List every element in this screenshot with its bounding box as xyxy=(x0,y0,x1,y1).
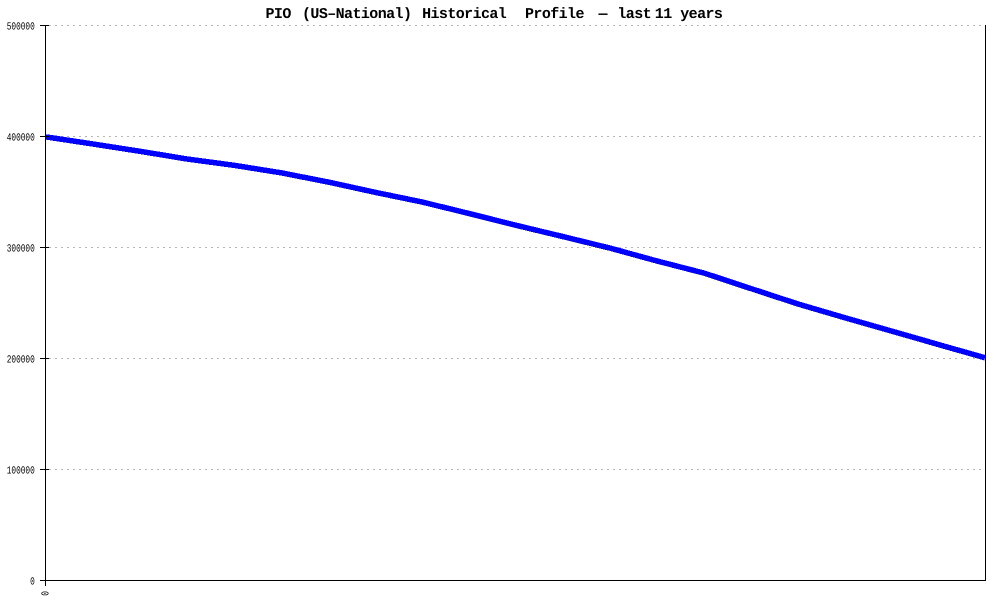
svg-text:500000: 500000 xyxy=(7,21,35,33)
svg-text:11: 11 xyxy=(655,6,672,23)
svg-text:0: 0 xyxy=(40,591,52,596)
svg-text:(US–National): (US–National) xyxy=(302,6,411,23)
svg-text:years: years xyxy=(680,6,723,23)
svg-text:200000: 200000 xyxy=(7,354,35,366)
svg-text:—: — xyxy=(598,6,609,23)
svg-text:300000: 300000 xyxy=(7,243,35,255)
svg-text:400000: 400000 xyxy=(7,132,35,144)
svg-text:0: 0 xyxy=(30,576,35,588)
svg-text:Profile: Profile xyxy=(525,6,584,23)
svg-text:100000: 100000 xyxy=(7,465,35,477)
svg-text:PIO: PIO xyxy=(266,6,292,23)
svg-text:last: last xyxy=(617,6,651,23)
svg-text:Historical: Historical xyxy=(422,6,507,23)
